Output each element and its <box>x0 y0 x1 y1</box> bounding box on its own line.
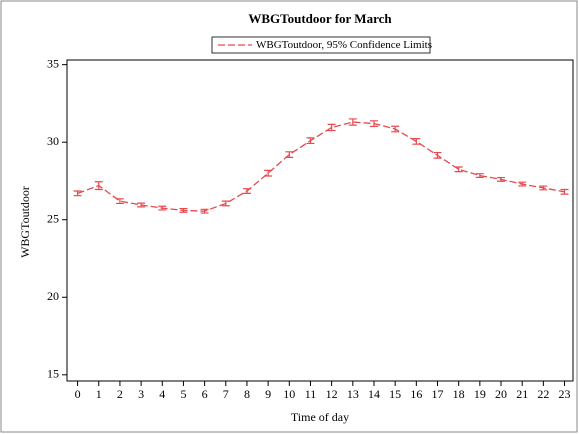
error-bar <box>306 137 315 145</box>
x-tick-label: 21 <box>516 387 528 401</box>
legend-box <box>211 36 431 54</box>
x-tick-label: 2 <box>117 387 123 401</box>
y-axis-label: WBGToutdoor <box>18 186 32 258</box>
x-tick-label: 13 <box>347 387 359 401</box>
x-tick-label: 23 <box>559 387 571 401</box>
error-bar <box>94 181 103 191</box>
plot-area <box>66 59 574 382</box>
x-tick-label: 15 <box>389 387 401 401</box>
x-tick-label: 17 <box>432 387 444 401</box>
x-tick-label: 1 <box>96 387 102 401</box>
x-tick-label: 9 <box>265 387 271 401</box>
x-tick-label: 6 <box>202 387 208 401</box>
chart-title: WBGToutdoor for March <box>248 11 392 26</box>
x-tick-label: 19 <box>474 387 486 401</box>
error-bar <box>412 138 421 145</box>
x-tick-label: 12 <box>326 387 338 401</box>
x-tick-label: 22 <box>537 387 549 401</box>
error-bar <box>539 185 548 191</box>
x-tick-label: 7 <box>223 387 229 401</box>
error-bar <box>560 188 569 195</box>
y-tick-label: 30 <box>47 134 59 148</box>
error-bar <box>454 166 463 173</box>
error-bar <box>348 118 357 126</box>
error-bar <box>518 181 527 187</box>
x-tick-label: 0 <box>75 387 81 401</box>
x-tick-label: 5 <box>180 387 186 401</box>
error-bar <box>264 169 273 177</box>
x-tick-label: 4 <box>159 387 165 401</box>
x-tick-label: 20 <box>495 387 507 401</box>
error-bar <box>115 198 124 205</box>
y-tick-label: 15 <box>47 367 59 381</box>
x-axis-label: Time of day <box>291 410 349 424</box>
error-bar <box>221 200 230 207</box>
error-bar <box>369 120 378 127</box>
error-bar <box>497 176 506 182</box>
error-bar <box>433 151 442 159</box>
series-line <box>77 121 565 212</box>
error-bar <box>200 208 209 214</box>
error-bar <box>137 202 146 208</box>
error-bar <box>327 123 336 132</box>
x-tick-label: 16 <box>410 387 422 401</box>
error-bar <box>179 207 188 213</box>
error-bar <box>158 205 167 211</box>
error-bar <box>73 190 82 197</box>
legend-label: WBGToutdoor, 95% Confidence Limits <box>256 39 432 51</box>
y-tick-label: 35 <box>47 56 59 70</box>
error-bar <box>285 151 294 158</box>
y-tick-label: 25 <box>47 211 59 225</box>
error-bar <box>391 125 400 133</box>
error-bar <box>242 188 251 194</box>
x-tick-label: 14 <box>368 387 380 401</box>
x-tick-label: 10 <box>283 387 295 401</box>
x-tick-label: 8 <box>244 387 250 401</box>
y-tick-label: 20 <box>47 289 59 303</box>
x-tick-label: 11 <box>305 387 317 401</box>
x-tick-label: 3 <box>138 387 144 401</box>
error-bar <box>475 173 484 178</box>
x-tick-label: 18 <box>453 387 465 401</box>
